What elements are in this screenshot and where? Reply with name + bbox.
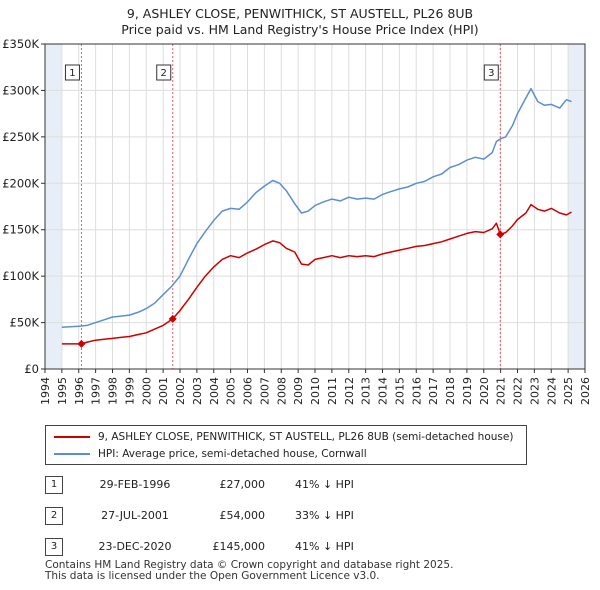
x-tick-label: 2016 xyxy=(410,377,423,405)
x-tick-label: 2023 xyxy=(528,377,541,405)
sale-point xyxy=(496,230,505,239)
x-tick-label: 2018 xyxy=(444,377,457,405)
shaded-region xyxy=(568,44,585,369)
y-tick-label: £100K xyxy=(2,269,39,283)
sale-point xyxy=(168,314,177,323)
x-tick-label: 2021 xyxy=(495,377,508,405)
x-tick-label: 2001 xyxy=(157,377,170,405)
x-tick-label: 2020 xyxy=(478,377,491,405)
chart-markers: 1 2 3 xyxy=(64,64,505,348)
x-tick-label: 1997 xyxy=(90,377,103,405)
transaction-price: £54,000 xyxy=(219,509,266,522)
y-tick-label: £250K xyxy=(2,130,39,144)
legend-label-hpi: HPI: Average price, semi-detached house,… xyxy=(98,448,367,460)
sale-label-box xyxy=(156,64,172,81)
y-tick-label: £150K xyxy=(2,223,39,237)
chart-background xyxy=(45,44,585,369)
transaction-number: 2 xyxy=(45,507,63,525)
legend-swatch-price xyxy=(54,436,90,438)
legend-item-price: 9, ASHLEY CLOSE, PENWITHICK, ST AUSTELL,… xyxy=(54,429,513,445)
transaction-price: £27,000 xyxy=(219,478,266,491)
x-tick-label: 2006 xyxy=(242,377,255,405)
x-tick-label: 2004 xyxy=(208,377,221,405)
transaction-date: 23-DEC-2020 xyxy=(98,540,172,553)
legend-item-hpi: HPI: Average price, semi-detached house,… xyxy=(54,446,367,462)
transaction-date: 29-FEB-1996 xyxy=(99,478,171,491)
x-tick-label: 2014 xyxy=(377,377,390,405)
x-tick-label: 2024 xyxy=(545,377,558,405)
x-tick-label: 2017 xyxy=(427,377,440,405)
x-tick-label: 1994 xyxy=(39,377,52,405)
footer-attribution: Contains HM Land Registry data © Crown c… xyxy=(45,560,453,582)
x-tick-label: 1995 xyxy=(56,377,69,405)
legend-swatch-hpi xyxy=(54,453,90,455)
transaction-hpi: 33% ↓ HPI xyxy=(295,509,354,522)
x-tick-label: 2002 xyxy=(174,377,187,405)
y-tick-label: £300K xyxy=(2,83,39,97)
sale-label: 3 xyxy=(488,68,494,79)
x-tick-label: 2019 xyxy=(461,377,474,405)
sale-label: 1 xyxy=(69,68,75,79)
sale-label: 2 xyxy=(161,68,167,79)
chart-legend: 9, ASHLEY CLOSE, PENWITHICK, ST AUSTELL,… xyxy=(45,425,527,465)
shaded-region xyxy=(45,44,62,369)
legend-label-price: 9, ASHLEY CLOSE, PENWITHICK, ST AUSTELL,… xyxy=(98,431,514,443)
x-tick-label: 1998 xyxy=(107,377,120,405)
x-tick-label: 1996 xyxy=(73,377,86,405)
sale-label-box xyxy=(64,64,80,81)
sale-point xyxy=(77,339,86,348)
x-tick-label: 2025 xyxy=(562,377,575,405)
chart-title-subtitle: Price paid vs. HM Land Registry's House … xyxy=(121,22,479,37)
x-tick-label: 2000 xyxy=(140,377,153,405)
y-tick-label: £0 xyxy=(24,362,39,376)
sale-label-box xyxy=(483,64,499,81)
footer-licence: This data is licensed under the Open Gov… xyxy=(45,570,380,582)
price-chart: 1 2 3 £0 £50K £100K £150K £200K £250K £300K £350K… xyxy=(2,37,592,405)
transaction-price: £145,000 xyxy=(212,540,266,553)
x-tick-label: 2005 xyxy=(225,377,238,405)
y-tick-label: £50K xyxy=(10,316,40,330)
x-tick-label: 2022 xyxy=(512,377,525,405)
x-tick-label: 2010 xyxy=(309,377,322,405)
transaction-date: 27-JUL-2001 xyxy=(101,509,169,522)
transaction-number: 1 xyxy=(45,476,63,494)
x-tick-label: 2026 xyxy=(579,377,592,405)
y-tick-label: £350K xyxy=(2,37,39,51)
hpi-line xyxy=(61,87,572,328)
transaction-hpi: 41% ↓ HPI xyxy=(295,478,354,491)
chart-series xyxy=(61,87,572,345)
footer-copyright: Contains HM Land Registry data © Crown c… xyxy=(45,559,454,571)
transaction-hpi: 41% ↓ HPI xyxy=(295,540,354,553)
transaction-number: 3 xyxy=(45,538,63,556)
x-tick-label: 2007 xyxy=(258,377,271,405)
chart-axes: £0 £50K £100K £150K £200K £250K £300K £350K 1994… xyxy=(2,37,592,405)
x-tick-label: 2015 xyxy=(393,377,406,405)
x-tick-label: 2009 xyxy=(292,377,305,405)
x-tick-label: 2013 xyxy=(360,377,373,405)
x-tick-label: 2008 xyxy=(275,377,288,405)
x-tick-label: 2011 xyxy=(326,377,339,405)
chart-title-address: 9, ASHLEY CLOSE, PENWITHICK, ST AUSTELL,… xyxy=(126,6,474,21)
y-tick-label: £200K xyxy=(2,176,39,190)
x-tick-label: 2003 xyxy=(191,377,204,405)
x-tick-label: 2012 xyxy=(343,377,356,405)
x-tick-label: 1999 xyxy=(123,377,136,405)
